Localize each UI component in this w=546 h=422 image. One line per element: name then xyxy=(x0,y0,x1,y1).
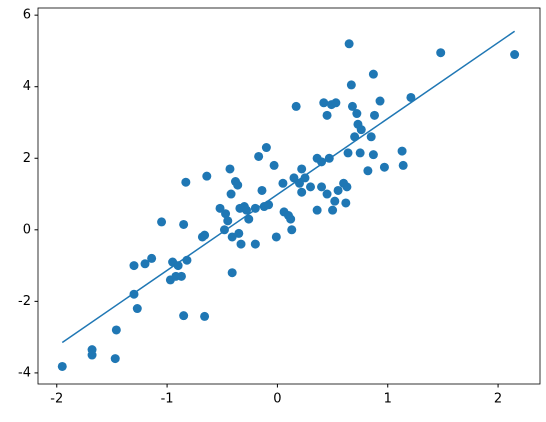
point xyxy=(173,261,183,271)
point xyxy=(370,110,380,120)
point xyxy=(317,157,327,167)
x-tick-label: 2 xyxy=(494,392,502,407)
point xyxy=(289,173,299,183)
point xyxy=(312,205,322,215)
point xyxy=(297,187,307,197)
point xyxy=(234,228,244,238)
point xyxy=(356,125,366,135)
point xyxy=(333,185,343,195)
x-tick-label: -2 xyxy=(50,392,63,407)
y-tick-label: 2 xyxy=(23,151,31,166)
point xyxy=(271,232,281,242)
point xyxy=(330,196,340,206)
point xyxy=(368,69,378,79)
point xyxy=(368,150,378,160)
y-tick-label: 0 xyxy=(23,222,31,237)
point xyxy=(287,225,297,235)
point xyxy=(286,214,296,224)
y-tick-label: -2 xyxy=(18,294,31,309)
point xyxy=(264,200,274,210)
point xyxy=(436,48,446,58)
point xyxy=(375,96,385,106)
point xyxy=(57,361,67,371)
point xyxy=(291,101,301,111)
y-tick-label: 4 xyxy=(23,79,31,94)
point xyxy=(179,311,189,321)
point xyxy=(147,253,157,263)
point xyxy=(176,271,186,281)
point xyxy=(261,143,271,153)
point xyxy=(227,268,237,278)
point xyxy=(254,151,264,161)
point xyxy=(343,148,353,158)
point xyxy=(111,325,121,335)
point xyxy=(341,198,351,208)
point xyxy=(215,203,225,213)
x-tick-label: 0 xyxy=(273,392,281,407)
point xyxy=(225,164,235,174)
point xyxy=(244,214,254,224)
point xyxy=(363,166,373,176)
point xyxy=(132,304,142,314)
point xyxy=(317,182,327,192)
point xyxy=(87,350,97,360)
point xyxy=(300,173,310,183)
point xyxy=(200,230,210,240)
point xyxy=(322,110,332,120)
point xyxy=(269,160,279,170)
point xyxy=(352,109,362,119)
point xyxy=(510,50,520,60)
point xyxy=(236,239,246,249)
fit-line xyxy=(61,30,516,344)
point xyxy=(223,216,233,226)
point xyxy=(242,205,252,215)
point xyxy=(179,219,189,229)
point xyxy=(306,182,316,192)
point xyxy=(344,39,354,49)
point xyxy=(250,239,260,249)
point xyxy=(319,98,329,108)
point xyxy=(328,205,338,215)
x-tick-label: -1 xyxy=(161,392,174,407)
axes-frame xyxy=(37,7,541,385)
point xyxy=(398,160,408,170)
point xyxy=(110,354,120,364)
point xyxy=(202,171,212,181)
point xyxy=(140,259,150,269)
y-tick-label: 6 xyxy=(23,8,31,23)
point xyxy=(397,146,407,156)
point xyxy=(129,261,139,271)
point xyxy=(257,185,267,195)
point xyxy=(221,209,231,219)
point xyxy=(227,232,237,242)
point xyxy=(331,98,341,108)
point xyxy=(346,80,356,90)
point xyxy=(366,132,376,142)
point xyxy=(355,148,365,158)
point xyxy=(233,180,243,190)
point xyxy=(157,217,167,227)
point xyxy=(226,189,236,199)
y-tick-label: -4 xyxy=(18,365,31,380)
point xyxy=(347,101,357,111)
point xyxy=(278,178,288,188)
x-tick-label: 1 xyxy=(384,392,392,407)
point xyxy=(181,177,191,187)
point xyxy=(379,162,389,172)
point xyxy=(322,189,332,199)
point xyxy=(342,182,352,192)
point xyxy=(297,164,307,174)
point xyxy=(200,311,210,321)
point xyxy=(406,92,416,102)
